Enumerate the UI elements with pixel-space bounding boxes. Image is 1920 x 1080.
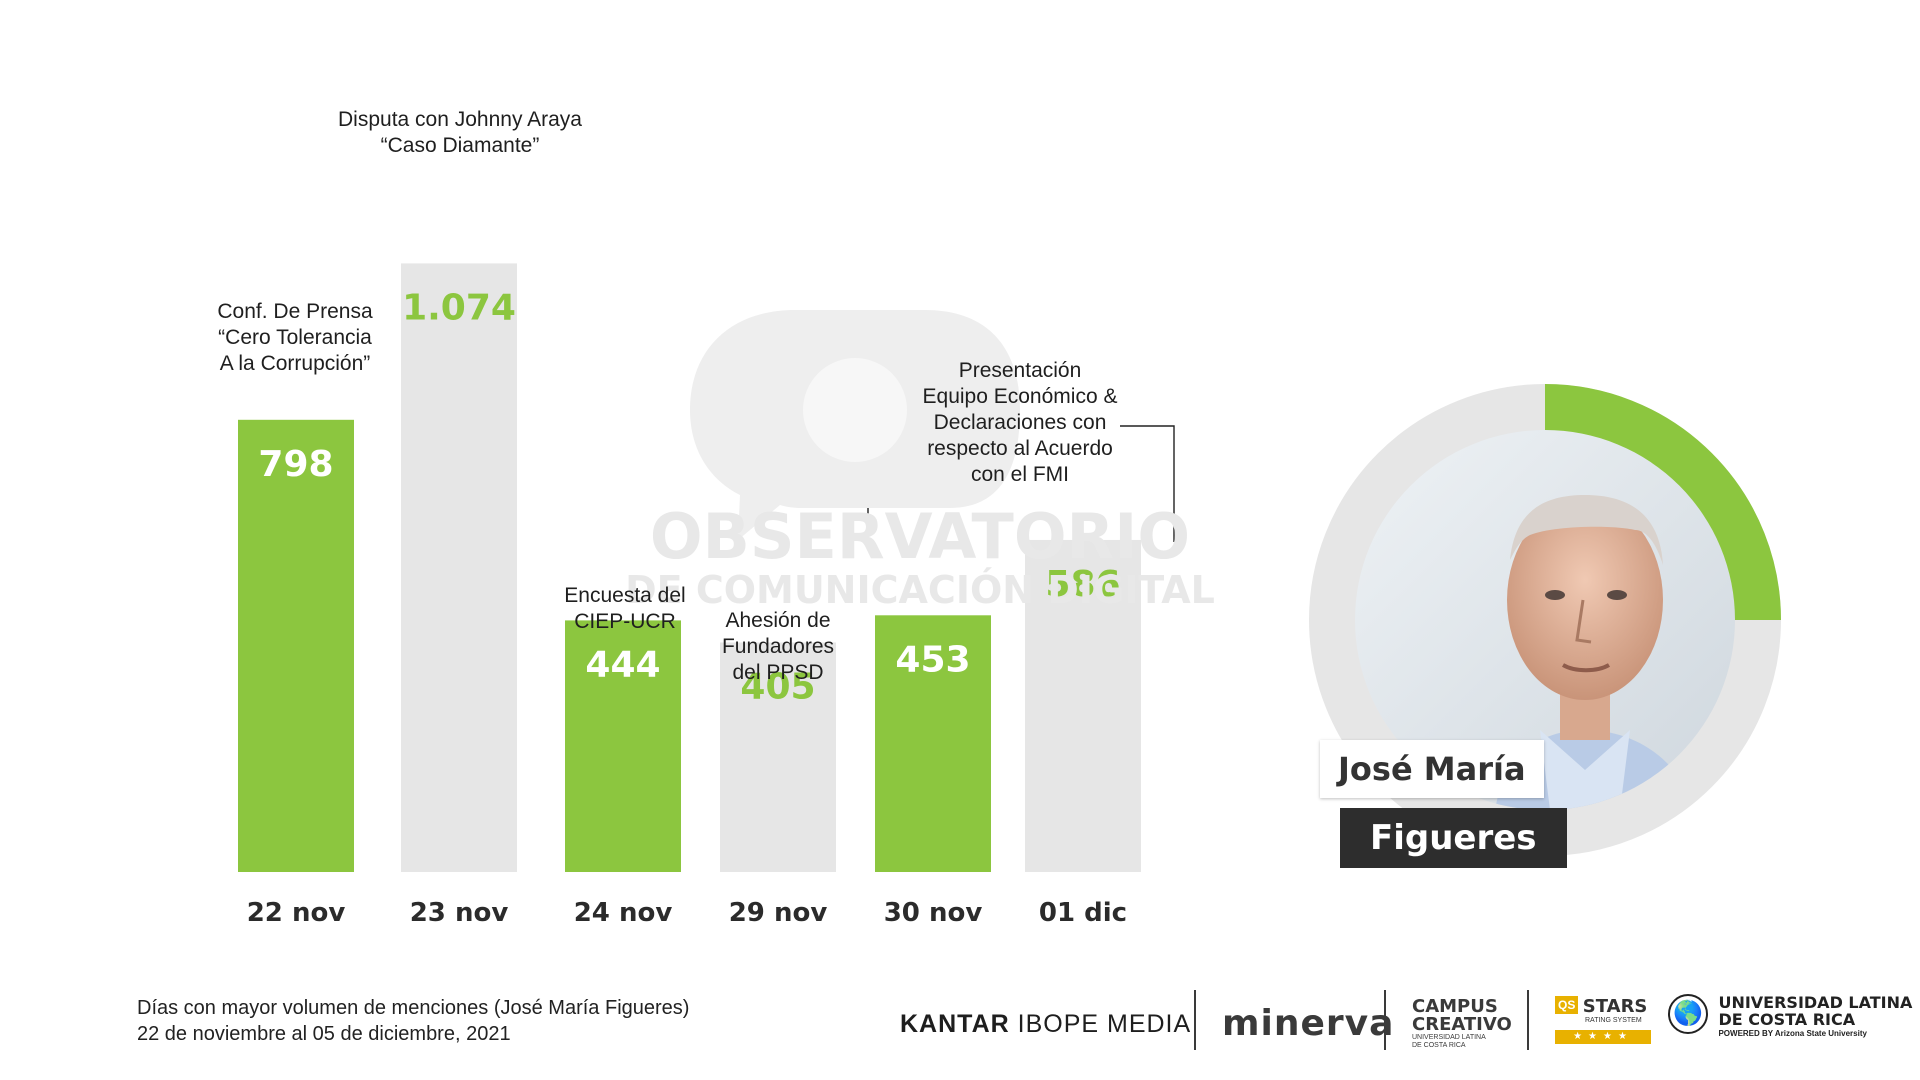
campus-logo-sub-1: UNIVERSIDAD LATINA	[1412, 1034, 1486, 1041]
footer-line-2: 22 de noviembre al 05 de diciembre, 2021	[137, 1023, 511, 1045]
annotation-line: Presentación	[958, 359, 1082, 382]
profile-last-name: Figueres	[1340, 808, 1567, 868]
campus-logo-sub-2: DE COSTA RICA	[1412, 1042, 1466, 1049]
watermark: OBSERVATORIO DE COMUNICACIÓN DIGITAL	[620, 300, 1220, 620]
profile-first-name: José María	[1320, 740, 1544, 798]
value-labels-group: 798 1.074 444 405 453 586	[258, 287, 1120, 707]
annotation-line: Conf. De Prensa	[217, 300, 373, 323]
bars-group	[238, 263, 1141, 872]
kantar-ibope-logo: KANTAR IBOPE MEDIA	[900, 1010, 1191, 1039]
annotation-line: Encuesta del	[564, 584, 686, 607]
speech-bubble-watermark-icon	[690, 310, 1020, 540]
ulatina-logo: 🌎 UNIVERSIDAD LATINA DE COSTA RICA POWER…	[1668, 994, 1912, 1040]
annotation-line: con el FMI	[970, 463, 1070, 486]
x-tick-label: 30 nov	[884, 898, 983, 928]
ulatina-line-2: DE COSTA RICA	[1718, 1010, 1856, 1029]
annotation-line: A la Corrupción”	[219, 352, 371, 375]
annotation-23-nov: Disputa con Johnny Araya “Caso Diamante”	[325, 107, 595, 159]
annotation-line: Ahesión de	[725, 609, 831, 632]
qs-badge: QS	[1555, 996, 1579, 1014]
x-tick-label: 23 nov	[410, 898, 509, 928]
annotation-24-nov: Encuesta del CIEP-UCR	[555, 583, 695, 635]
annotation-30-nov-01-dic: Presentación Equipo Económico & Declarac…	[910, 358, 1130, 488]
qs-stars-logo: QS STARS RATING SYSTEM ★★★★	[1555, 996, 1651, 1044]
bar-29-nov	[720, 642, 836, 872]
annotation-line: Disputa con Johnny Araya	[338, 108, 582, 131]
kantar-logo-bold: KANTAR	[900, 1010, 1010, 1038]
ulatina-powered: POWERED BY Arizona State University	[1718, 1029, 1867, 1038]
bar-value-label: 444	[585, 644, 660, 685]
footer-line-1: Días con mayor volumen de menciones (Jos…	[137, 997, 690, 1019]
bar-01-dic	[1025, 539, 1141, 872]
bar-value-label: 586	[1045, 564, 1120, 605]
campus-logo-line-1: CAMPUS	[1412, 996, 1498, 1017]
annotation-line: Fundadores	[721, 635, 835, 658]
annotation-22-nov: Conf. De Prensa “Cero Tolerancia A la Co…	[195, 299, 395, 377]
qs-stars-text: STARS	[1582, 996, 1648, 1017]
globe-icon: 🌎	[1668, 994, 1708, 1034]
annotation-line: del PPSD	[732, 661, 824, 684]
kantar-logo-rest: IBOPE MEDIA	[1017, 1010, 1192, 1038]
annotation-line: Declaraciones con	[933, 411, 1107, 434]
bar-30-nov	[875, 615, 991, 872]
campus-logo-line-2: CREATIVO	[1412, 1014, 1512, 1035]
ulatina-line-1: UNIVERSIDAD LATINA	[1718, 993, 1913, 1012]
bar-22-nov	[238, 419, 354, 872]
watermark-line-2: DE COMUNICACIÓN DIGITAL	[625, 568, 1215, 612]
x-tick-label: 01 dic	[1039, 898, 1127, 928]
minerva-logo: minerva	[1222, 1003, 1395, 1044]
x-tick-label: 24 nov	[574, 898, 673, 928]
watermark-line-1: OBSERVATORIO	[649, 500, 1191, 573]
x-tick-label: 22 nov	[247, 898, 346, 928]
bar-value-label: 405	[740, 667, 815, 708]
logo-separator	[1384, 990, 1386, 1050]
annotation-line: respecto al Acuerdo	[927, 437, 1113, 460]
tick-labels-group: 22 nov 23 nov 24 nov 29 nov 30 nov 01 dic	[247, 898, 1127, 928]
qs-sub: RATING SYSTEM	[1585, 1017, 1642, 1024]
annotation-line: “Caso Diamante”	[380, 134, 540, 157]
bar-value-label: 453	[895, 639, 970, 680]
bar-value-label: 1.074	[402, 287, 516, 328]
annotation-line: “Cero Tolerancia	[218, 326, 372, 349]
logo-separator	[1194, 990, 1196, 1050]
x-tick-label: 29 nov	[729, 898, 828, 928]
footer-note: Días con mayor volumen de menciones (Jos…	[137, 995, 689, 1047]
campus-creativo-logo: CAMPUS CREATIVO UNIVERSIDAD LATINA DE CO…	[1412, 998, 1512, 1050]
logo-separator	[1527, 990, 1529, 1050]
annotation-line: CIEP-UCR	[574, 610, 676, 633]
annotation-29-nov: Ahesión de Fundadores del PPSD	[708, 608, 848, 686]
annotation-line: Equipo Económico &	[922, 385, 1118, 408]
bar-23-nov	[401, 263, 517, 872]
qs-rating-stars: ★★★★	[1555, 1030, 1651, 1044]
bar-value-label: 798	[258, 444, 333, 485]
bar-24-nov	[565, 620, 681, 872]
